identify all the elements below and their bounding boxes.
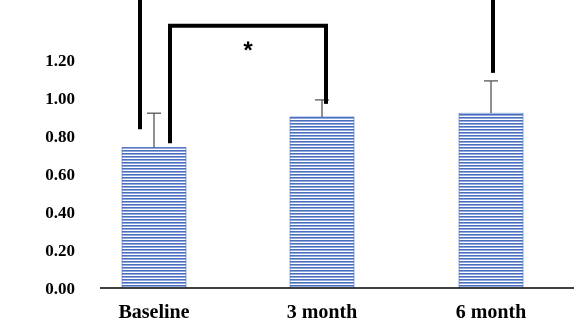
x-tick-label: Baseline — [118, 301, 189, 323]
y-tick-label: 0.80 — [45, 127, 75, 146]
y-tick-label: 0.60 — [45, 165, 75, 184]
significance-bracket — [138, 0, 495, 130]
significance-label: * — [243, 37, 253, 64]
x-tick-label: 6 month — [456, 301, 527, 323]
y-tick-label: 1.00 — [45, 89, 75, 108]
error-bars — [147, 80, 498, 148]
x-tick-label: 3 month — [287, 301, 358, 323]
y-tick-label: 0.40 — [45, 203, 75, 222]
y-tick-label: 0.20 — [45, 241, 75, 260]
bar — [121, 147, 187, 289]
y-axis: 0.00 0.20 0.40 0.60 0.80 1.00 1.20 — [45, 51, 75, 298]
y-tick-label: 1.20 — [45, 51, 75, 70]
significance-bracket — [168, 23, 328, 144]
significance-brackets: *, — [138, 0, 495, 144]
y-tick-label: 0.00 — [45, 279, 75, 298]
bar — [458, 112, 524, 289]
x-axis-labels: Baseline 3 month 6 month — [118, 301, 526, 323]
bar — [289, 116, 355, 289]
bars — [121, 112, 524, 289]
